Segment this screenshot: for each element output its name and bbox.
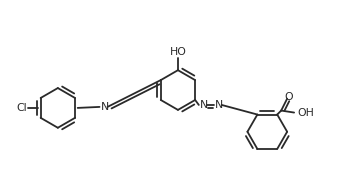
Text: N: N [200,100,208,110]
Text: N: N [100,102,109,112]
Text: HO: HO [169,47,186,57]
Text: O: O [285,92,294,102]
Text: OH: OH [297,108,314,117]
Text: N: N [215,100,223,110]
Text: Cl: Cl [16,103,27,113]
